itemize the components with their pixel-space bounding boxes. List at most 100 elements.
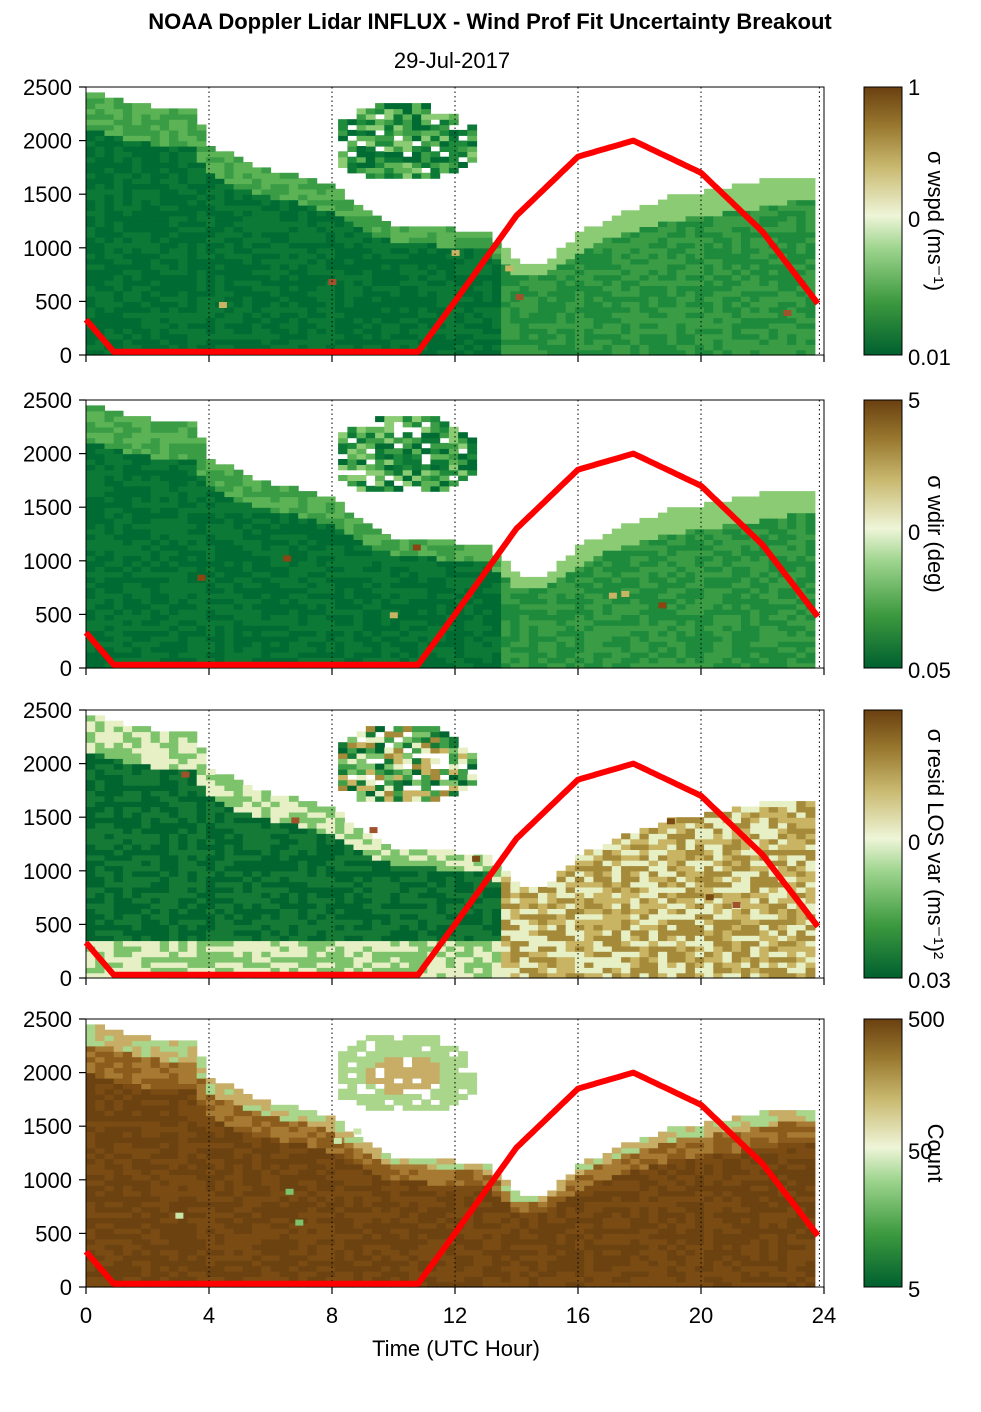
heatmap-cell	[325, 183, 336, 190]
heatmap-cell	[648, 344, 659, 351]
heatmap-cell	[233, 593, 244, 599]
heatmap-cell	[113, 162, 124, 168]
heatmap-cell	[621, 274, 631, 281]
heatmap-cell	[261, 614, 272, 621]
heatmap-cell	[215, 485, 225, 492]
heatmap-cell	[685, 662, 696, 669]
heatmap-cell	[95, 464, 105, 471]
heatmap-cell	[205, 226, 216, 233]
heatmap-cell	[574, 338, 585, 345]
heatmap-cell	[464, 349, 474, 356]
heatmap-cell	[482, 544, 493, 551]
heatmap-cell	[95, 140, 105, 147]
heatmap-cell	[805, 274, 816, 281]
heatmap-cell	[86, 124, 96, 131]
heatmap-cell	[242, 290, 253, 297]
heatmap-cell	[362, 566, 373, 573]
heatmap-cell	[159, 167, 170, 174]
heatmap-cell	[169, 162, 179, 168]
heatmap-cell	[621, 221, 631, 227]
heatmap-cell	[741, 625, 751, 632]
heatmap-cell	[436, 635, 447, 642]
heatmap-cell	[427, 247, 438, 254]
heatmap-cell	[630, 312, 641, 319]
heatmap-cell	[325, 598, 336, 605]
heatmap-cell	[667, 657, 677, 664]
heatmap-cell	[390, 582, 401, 589]
heatmap-cell	[261, 550, 272, 557]
heatmap-cell	[584, 630, 594, 637]
heatmap-cell	[86, 432, 96, 439]
heatmap-cell	[694, 204, 705, 211]
heatmap-cell	[104, 178, 115, 185]
heatmap-cell	[574, 657, 585, 664]
heatmap-cell	[242, 593, 253, 599]
heatmap-cell	[731, 635, 742, 642]
heatmap-cell	[399, 619, 410, 626]
heatmap-cell	[482, 550, 493, 557]
heatmap-cell	[510, 576, 521, 583]
heatmap-cell	[187, 593, 198, 599]
heatmap-cell	[375, 140, 385, 147]
heatmap-cell	[796, 290, 807, 297]
heatmap-cell	[104, 550, 115, 557]
heatmap-cell	[261, 204, 272, 211]
heatmap-cell	[408, 301, 419, 308]
heatmap-cell	[639, 544, 650, 551]
heatmap-cell	[215, 582, 225, 589]
heatmap-cell	[439, 146, 450, 152]
heatmap-cell	[141, 135, 152, 142]
heatmap-cell	[316, 619, 327, 626]
heatmap-cell	[298, 496, 308, 503]
heatmap-cell	[787, 183, 797, 190]
heatmap-cell	[704, 528, 714, 535]
heatmap-cell	[593, 555, 604, 562]
heatmap-cell	[141, 231, 152, 238]
heatmap-cell	[768, 517, 779, 524]
heatmap-cell	[86, 333, 96, 340]
heatmap-cell	[150, 280, 161, 286]
heatmap-cell	[178, 231, 189, 238]
heatmap-cell	[95, 162, 105, 168]
heatmap-cell	[667, 349, 677, 356]
heatmap-cell	[676, 317, 687, 324]
heatmap-cell	[593, 258, 604, 265]
heatmap-cell	[658, 344, 668, 351]
heatmap-cell	[427, 301, 438, 308]
heatmap-cell	[768, 609, 779, 615]
heatmap-cell	[421, 135, 431, 142]
heatmap-cell	[150, 226, 161, 233]
heatmap-cell	[122, 453, 133, 460]
heatmap-cell	[768, 312, 779, 319]
heatmap-cell	[399, 657, 410, 664]
heatmap-cell	[122, 587, 133, 594]
heatmap-cell	[436, 328, 447, 335]
heatmap-cell	[593, 582, 604, 589]
heatmap-cell	[713, 603, 724, 610]
heatmap-cell	[768, 253, 779, 260]
heatmap-cell	[159, 523, 170, 530]
heatmap-cell	[196, 188, 207, 195]
heatmap-cell	[528, 285, 539, 292]
heatmap-cell	[233, 290, 244, 297]
heatmap-cell	[445, 237, 456, 244]
heatmap-cell	[750, 301, 760, 308]
heatmap-cell	[510, 587, 521, 594]
heatmap-cell	[593, 237, 604, 244]
heatmap-cell	[482, 306, 493, 313]
heatmap-cell	[252, 167, 262, 174]
heatmap-cell	[501, 576, 511, 583]
heatmap-cell	[270, 194, 281, 201]
heatmap-cell	[565, 635, 576, 642]
heatmap-cell	[325, 306, 336, 313]
heatmap-cell	[335, 333, 345, 340]
heatmap-cell	[270, 560, 281, 567]
heatmap-cell	[113, 290, 124, 297]
heatmap-cell	[288, 491, 299, 498]
heatmap-cell	[362, 609, 373, 615]
heatmap-cell	[113, 432, 124, 439]
heatmap-cell	[464, 571, 474, 578]
heatmap-cell	[122, 140, 133, 147]
heatmap-cell	[445, 555, 456, 562]
heatmap-cell	[593, 571, 604, 578]
